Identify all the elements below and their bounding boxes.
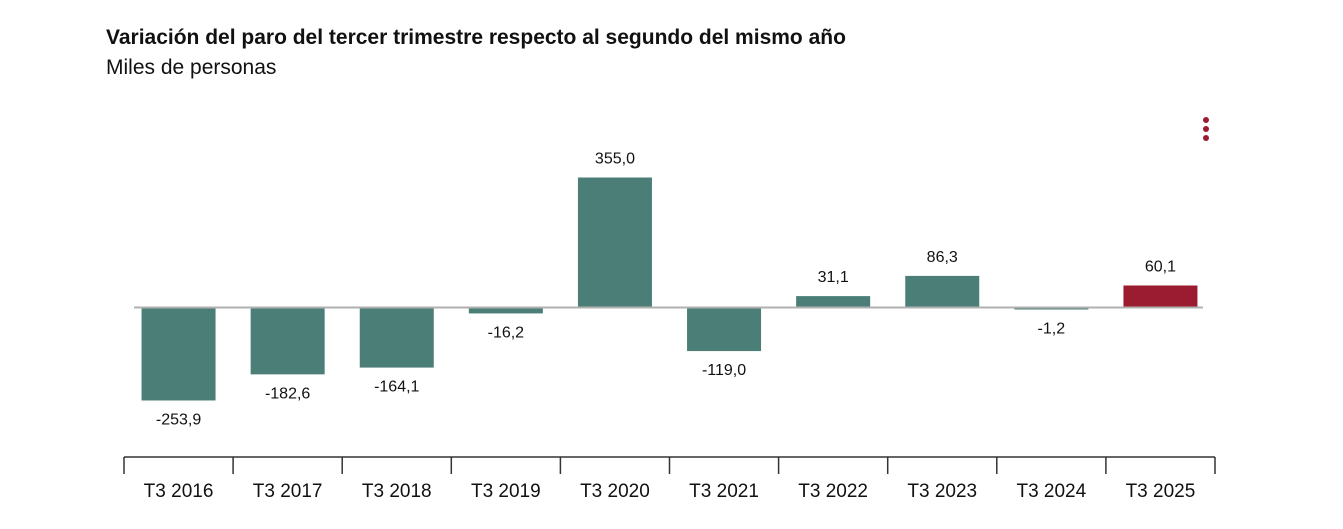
menu-dot [1203, 135, 1209, 141]
more-vertical-icon[interactable] [1198, 114, 1214, 144]
data-label: -1,2 [1038, 321, 1066, 338]
data-label: -182,6 [265, 385, 310, 402]
data-label: -253,9 [156, 411, 201, 428]
chart-subtitle: Miles de personas [106, 56, 277, 79]
x-tick-label: T3 2018 [362, 481, 432, 502]
data-label: 31,1 [818, 269, 849, 286]
data-label: -164,1 [374, 379, 419, 396]
data-label: -16,2 [488, 324, 525, 341]
bar[interactable] [468, 307, 543, 314]
bar[interactable] [687, 307, 762, 352]
x-tick-label: T3 2021 [689, 481, 759, 502]
bar[interactable] [905, 275, 980, 308]
x-tick-label: T3 2019 [471, 481, 541, 502]
x-tick-label: T3 2016 [144, 481, 214, 502]
chart-title: Variación del paro del tercer trimestre … [106, 26, 846, 49]
bar[interactable] [796, 296, 871, 308]
data-label: 60,1 [1145, 258, 1176, 275]
bar[interactable] [141, 307, 216, 401]
x-tick-label: T3 2022 [798, 481, 868, 502]
data-label: 86,3 [927, 249, 958, 266]
bar[interactable] [250, 307, 325, 375]
bar[interactable] [359, 307, 434, 368]
data-label: -119,0 [702, 362, 746, 379]
data-label: 355,0 [595, 151, 635, 168]
x-tick-label: T3 2020 [580, 481, 650, 502]
bar[interactable] [577, 177, 652, 308]
bar[interactable] [1123, 285, 1198, 308]
menu-dot [1203, 126, 1209, 132]
x-tick-label: T3 2025 [1126, 481, 1196, 502]
menu-dot [1203, 117, 1209, 123]
x-tick-label: T3 2017 [253, 481, 323, 502]
x-tick-label: T3 2024 [1016, 481, 1086, 502]
x-tick-label: T3 2023 [907, 481, 977, 502]
